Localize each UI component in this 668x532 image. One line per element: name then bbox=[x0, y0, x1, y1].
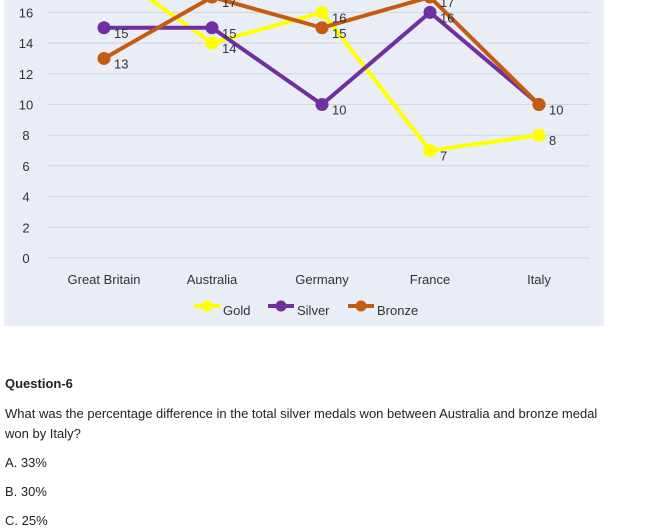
point-bronze bbox=[315, 21, 329, 35]
legend-marker-bronze bbox=[355, 300, 367, 312]
point-bronze bbox=[424, 0, 436, 4]
data-label-gold: 14 bbox=[222, 41, 236, 56]
data-label-bronze: 13 bbox=[114, 56, 128, 71]
point-silver bbox=[315, 98, 329, 111]
question-text: What was the percentage difference in th… bbox=[5, 406, 598, 441]
option-a[interactable]: A. 33% bbox=[5, 455, 47, 470]
y-tick-label: 12 bbox=[19, 67, 33, 82]
data-label-silver: 15 bbox=[222, 26, 236, 41]
point-bronze bbox=[97, 51, 111, 65]
y-tick-label: 14 bbox=[19, 36, 33, 51]
option-b[interactable]: B. 30% bbox=[5, 484, 47, 499]
data-label-silver: 10 bbox=[549, 103, 563, 118]
question-title: Question-6 bbox=[5, 376, 73, 391]
point-silver bbox=[97, 21, 111, 35]
point-gold bbox=[423, 144, 437, 158]
y-tick-label: 8 bbox=[22, 128, 29, 143]
chart-area: 0 2 4 6 8 10 12 14 16 Great Britain Australia Germa… bbox=[4, 0, 604, 326]
y-tick-label: 4 bbox=[22, 190, 29, 205]
legend-label-silver: Silver bbox=[297, 303, 330, 318]
x-tick-label: Australia bbox=[187, 272, 238, 287]
y-tick-label: 10 bbox=[19, 98, 33, 113]
x-tick-label: Italy bbox=[527, 272, 551, 287]
data-label-silver: 16 bbox=[440, 10, 454, 25]
x-tick-label: Great Britain bbox=[68, 272, 141, 287]
y-tick-label: 2 bbox=[22, 220, 29, 235]
data-label-bronze: 17 bbox=[222, 0, 236, 10]
x-tick-label: Germany bbox=[295, 272, 349, 287]
point-bronze bbox=[532, 98, 546, 111]
legend-label-gold: Gold bbox=[223, 303, 250, 318]
data-label-bronze: 17 bbox=[440, 0, 454, 10]
legend-marker-gold bbox=[201, 300, 213, 312]
data-label-silver: 10 bbox=[332, 103, 346, 118]
point-silver bbox=[423, 5, 437, 19]
option-c[interactable]: C. 25% bbox=[5, 513, 48, 528]
point-bronze bbox=[206, 0, 218, 4]
legend-label-bronze: Bronze bbox=[377, 303, 418, 318]
x-tick-label: France bbox=[410, 272, 450, 287]
data-label-silver: 15 bbox=[114, 26, 128, 41]
data-label-gold: 7 bbox=[440, 149, 447, 164]
y-tick-label: 16 bbox=[19, 5, 33, 20]
data-label-gold: 16 bbox=[332, 10, 346, 25]
y-tick-label: 0 bbox=[22, 251, 29, 266]
legend-marker-silver bbox=[275, 300, 287, 312]
point-gold bbox=[205, 36, 219, 50]
point-silver bbox=[205, 21, 219, 35]
y-tick-label: 6 bbox=[22, 159, 29, 174]
point-gold bbox=[315, 5, 329, 19]
data-label-gold: 8 bbox=[549, 133, 556, 148]
point-gold bbox=[532, 128, 546, 142]
data-label-bronze: 15 bbox=[332, 26, 346, 41]
line-chart: 0 2 4 6 8 10 12 14 16 Great Britain Australia Germa… bbox=[19, 0, 590, 318]
